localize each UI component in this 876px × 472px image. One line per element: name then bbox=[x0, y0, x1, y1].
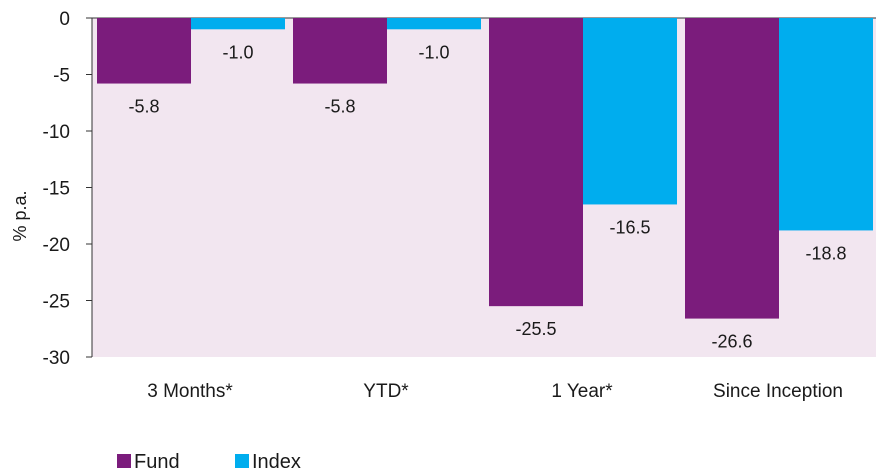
data-labels: -5.8 -1.0 -5.8 -1.0 -25.5 -16.5 -26.6 -18.8 bbox=[128, 42, 846, 351]
y-tick-label: -30 bbox=[43, 348, 70, 369]
data-label-fund: -5.8 bbox=[324, 97, 355, 117]
bars bbox=[97, 18, 873, 319]
legend: Fund Index bbox=[117, 451, 301, 472]
data-label-fund: -25.5 bbox=[515, 319, 556, 339]
category-label: YTD* bbox=[363, 381, 409, 402]
y-tick-label: -15 bbox=[43, 179, 70, 200]
category-labels: 3 Months* YTD* 1 Year* Since Inception bbox=[147, 381, 843, 402]
bar-index bbox=[779, 18, 873, 231]
category-label: Since Inception bbox=[713, 381, 843, 402]
y-tick-label: -25 bbox=[43, 292, 70, 313]
category-label: 1 Year* bbox=[551, 381, 613, 402]
y-ticks: 0 -5 -10 -15 -20 -25 -30 bbox=[43, 9, 92, 369]
legend-swatch-fund bbox=[117, 454, 131, 468]
y-tick-label: -10 bbox=[43, 122, 70, 143]
bar-index bbox=[387, 18, 481, 30]
y-tick-label: 0 bbox=[59, 9, 70, 30]
data-label-fund: -26.6 bbox=[711, 332, 752, 352]
data-label-index: -1.0 bbox=[418, 42, 449, 62]
data-label-fund: -5.8 bbox=[128, 97, 159, 117]
legend-swatch-index bbox=[235, 454, 249, 468]
y-tick-label: -5 bbox=[53, 66, 70, 87]
bar-fund bbox=[685, 18, 779, 319]
bar-index bbox=[583, 18, 677, 205]
data-label-index: -16.5 bbox=[609, 217, 650, 237]
data-label-index: -18.8 bbox=[805, 243, 846, 263]
bar-index bbox=[191, 18, 285, 30]
bar-fund bbox=[293, 18, 387, 84]
legend-label-fund: Fund bbox=[134, 451, 180, 472]
bar-fund bbox=[97, 18, 191, 84]
y-axis-label: % p.a. bbox=[10, 190, 30, 241]
legend-label-index: Index bbox=[252, 451, 301, 472]
y-tick-label: -20 bbox=[43, 235, 70, 256]
data-label-index: -1.0 bbox=[222, 42, 253, 62]
category-label: 3 Months* bbox=[147, 381, 233, 402]
bar-fund bbox=[489, 18, 583, 307]
